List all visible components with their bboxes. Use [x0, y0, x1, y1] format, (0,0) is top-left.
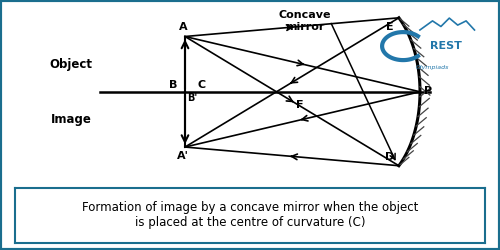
Text: Image: Image: [51, 113, 92, 126]
Text: Concave
mirror: Concave mirror: [279, 10, 331, 32]
Text: D: D: [384, 152, 394, 162]
Text: B: B: [168, 80, 177, 90]
Text: C: C: [197, 80, 205, 90]
Text: Object: Object: [49, 58, 92, 71]
Text: REST: REST: [430, 41, 462, 51]
Text: B': B': [187, 93, 197, 103]
Text: E: E: [386, 22, 394, 32]
Text: P: P: [424, 86, 432, 96]
Text: Olympiads: Olympiads: [416, 64, 449, 70]
Text: A: A: [178, 22, 188, 32]
Text: A': A': [177, 151, 189, 161]
Text: Formation of image by a concave mirror when the object
is placed at the centre o: Formation of image by a concave mirror w…: [82, 201, 418, 229]
Text: F: F: [296, 100, 304, 110]
